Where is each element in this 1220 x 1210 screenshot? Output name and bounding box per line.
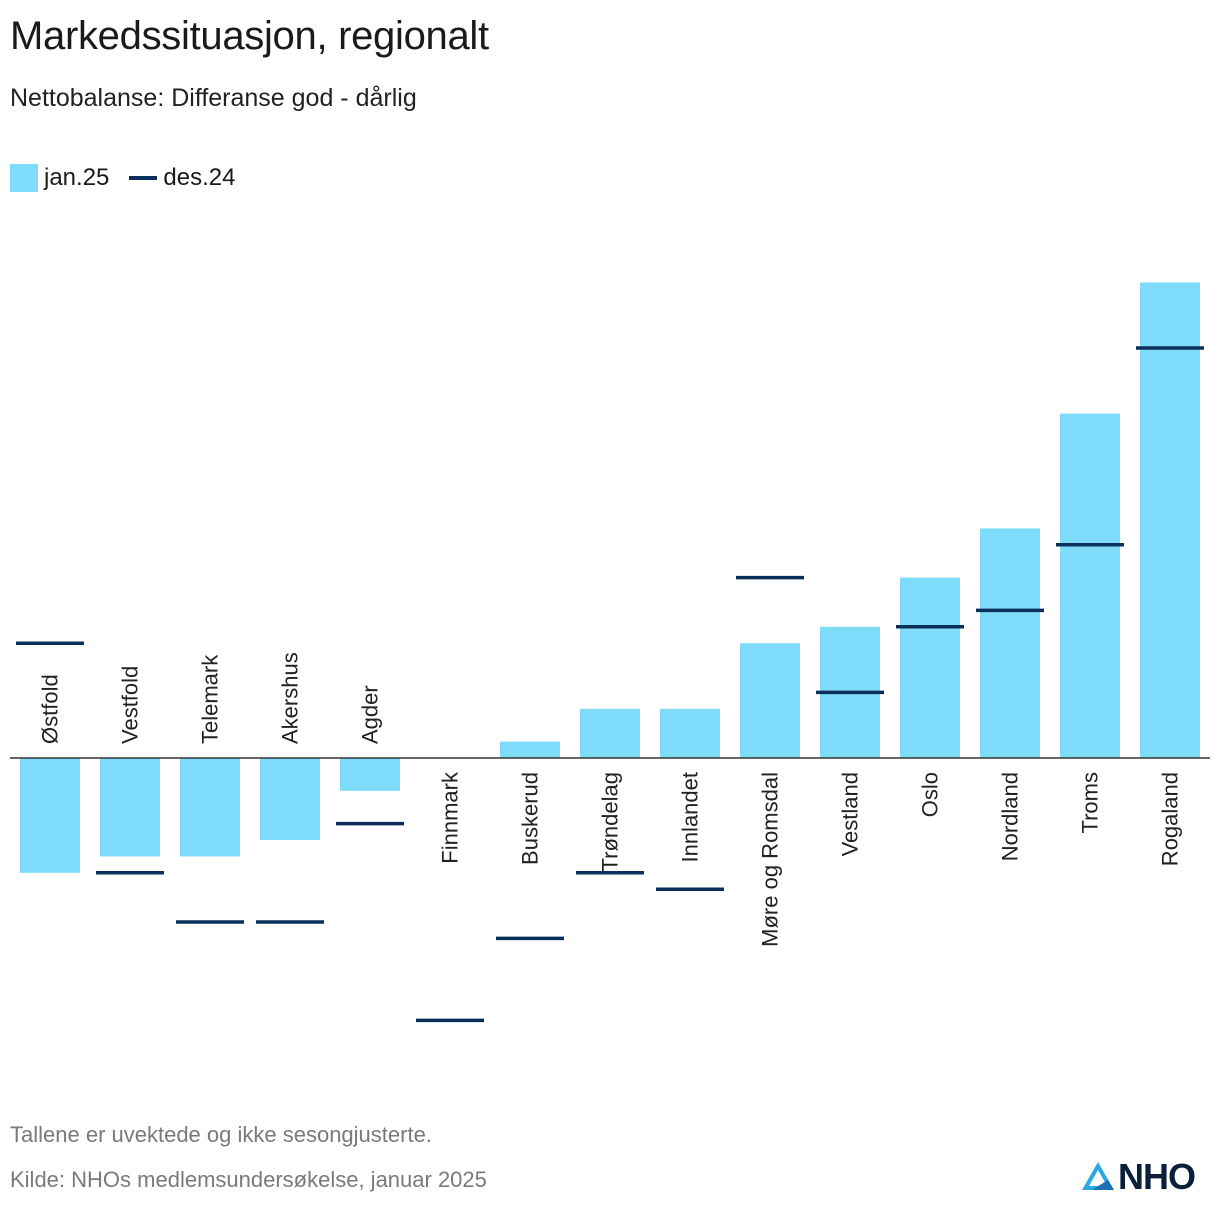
category-label-5: Agder (358, 685, 383, 744)
category-label-6: Finnmark (438, 771, 463, 864)
category-label-8: Trøndelag (598, 772, 623, 871)
legend-item-markers: des.24 (129, 164, 235, 192)
bar-12 (900, 577, 960, 758)
category-label-11: Vestland (838, 772, 863, 856)
category-label-15: Rogaland (1158, 772, 1183, 866)
category-label-1: Østfold (38, 674, 63, 744)
category-label-13: Nordland (998, 772, 1023, 861)
bar-1 (20, 758, 80, 873)
category-label-7: Buskerud (518, 772, 543, 865)
legend: jan.25 des.24 (10, 163, 255, 193)
category-label-4: Akershus (278, 652, 303, 744)
chart-title: Markedssituasjon, regionalt (10, 14, 489, 58)
bar-2 (100, 758, 160, 857)
category-label-14: Troms (1078, 772, 1103, 834)
bar-14 (1060, 413, 1120, 758)
legend-marker-swatch (129, 176, 158, 180)
bar-4 (260, 758, 320, 840)
footnote: Tallene er uvektede og ikke sesongjuster… (10, 1122, 432, 1147)
bar-5 (340, 758, 400, 791)
chart-subtitle: Nettobalanse: Differanse god - dårlig (10, 84, 417, 112)
category-label-3: Telemark (198, 654, 223, 744)
legend-bar-swatch (10, 164, 38, 192)
category-label-9: Innlandet (678, 772, 703, 863)
bar-15 (1140, 282, 1200, 758)
bar-3 (180, 758, 240, 857)
legend-bar-label: jan.25 (44, 164, 110, 191)
bar-chart: Østfold Vestfold Telemark Akershus Agder Finn… (10, 282, 1210, 1023)
bar-13 (980, 528, 1040, 758)
bar-8 (580, 708, 640, 758)
bar-9 (660, 708, 720, 758)
category-label-2: Vestfold (118, 666, 143, 744)
category-label-12: Oslo (918, 772, 943, 817)
legend-item-bars: jan.25 (10, 164, 109, 192)
nho-logo-icon (1082, 1162, 1114, 1190)
legend-marker-label: des.24 (163, 164, 236, 191)
bar-10 (740, 643, 800, 758)
nho-logo-text: NHO (1118, 1156, 1196, 1197)
category-label-10: Møre og Romsdal (758, 772, 783, 947)
source-note: Kilde: NHOs medlemsundersøkelse, januar … (10, 1167, 487, 1192)
nho-logo: NHO (1080, 1156, 1196, 1198)
bar-7 (500, 741, 560, 758)
